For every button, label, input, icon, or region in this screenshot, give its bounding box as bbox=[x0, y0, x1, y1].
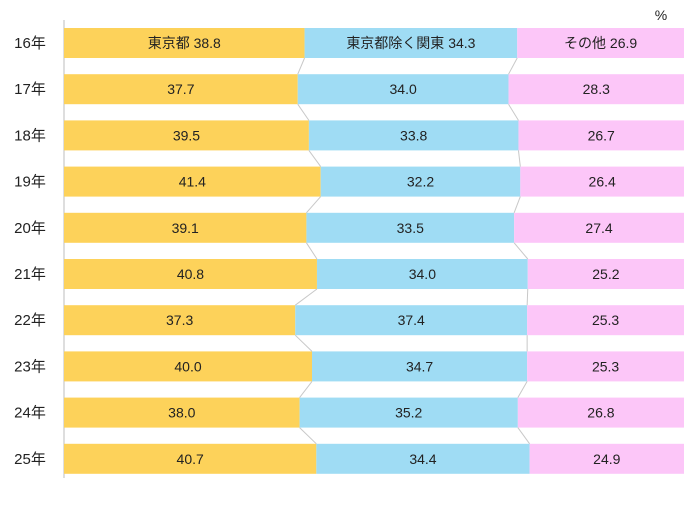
value-label-kanto-excl-tokyo-16: 東京都除く関東 34.3 bbox=[346, 35, 475, 51]
bar-segment-kanto-excl-tokyo-21 bbox=[316, 259, 528, 289]
series-line-19-2 bbox=[513, 196, 521, 213]
bar-segment-kanto-excl-tokyo-17 bbox=[297, 74, 509, 105]
series-line-16-2 bbox=[508, 57, 518, 75]
bar-segment-kanto-excl-tokyo-23 bbox=[312, 351, 528, 382]
value-label-tokyo-17: 37.7 bbox=[167, 81, 194, 97]
bar-segment-other-21 bbox=[527, 259, 684, 289]
category-label-18: 18年 bbox=[14, 127, 46, 144]
value-label-kanto-excl-tokyo-24: 35.2 bbox=[395, 405, 422, 421]
value-label-other-21: 25.2 bbox=[592, 266, 619, 282]
value-label-tokyo-20: 39.1 bbox=[172, 220, 199, 236]
value-label-kanto-excl-tokyo-19: 32.2 bbox=[407, 174, 434, 190]
value-label-kanto-excl-tokyo-21: 34.0 bbox=[409, 266, 436, 282]
category-label-17: 17年 bbox=[14, 81, 46, 98]
category-label-23: 23年 bbox=[14, 358, 46, 375]
bars-layer bbox=[64, 28, 684, 474]
value-label-other-18: 26.7 bbox=[588, 127, 615, 143]
value-label-kanto-excl-tokyo-20: 33.5 bbox=[397, 220, 424, 236]
bar-segment-kanto-excl-tokyo-25 bbox=[316, 443, 530, 474]
bar-segment-other-25 bbox=[529, 443, 684, 474]
category-label-25: 25年 bbox=[14, 451, 46, 468]
value-label-other-16: その他 26.9 bbox=[564, 35, 637, 51]
category-label-19: 19年 bbox=[14, 174, 46, 191]
series-line-21-2 bbox=[526, 288, 529, 306]
category-label-20: 20年 bbox=[14, 220, 46, 237]
series-line-17-1 bbox=[297, 103, 310, 121]
bar-segment-other-22 bbox=[527, 305, 684, 336]
series-line-18-1 bbox=[308, 150, 322, 167]
bar-segment-kanto-excl-tokyo-19 bbox=[320, 166, 521, 197]
value-label-other-25: 24.9 bbox=[593, 451, 620, 467]
series-line-24-1 bbox=[299, 427, 317, 445]
value-label-tokyo-22: 37.3 bbox=[166, 312, 193, 328]
series-line-22-1 bbox=[294, 334, 313, 352]
bar-segment-kanto-excl-tokyo-22 bbox=[295, 305, 528, 336]
bar-segment-other-20 bbox=[514, 212, 684, 243]
series-line-18-2 bbox=[517, 150, 521, 167]
category-label-16: 16年 bbox=[14, 35, 46, 52]
value-label-kanto-excl-tokyo-23: 34.7 bbox=[406, 358, 433, 374]
value-label-kanto-excl-tokyo-22: 37.4 bbox=[398, 312, 425, 328]
category-label-24: 24年 bbox=[14, 405, 46, 422]
value-label-other-20: 27.4 bbox=[585, 220, 612, 236]
bar-segment-tokyo-25 bbox=[64, 443, 317, 474]
value-label-kanto-excl-tokyo-25: 34.4 bbox=[409, 451, 436, 467]
category-label-22: 22年 bbox=[14, 312, 46, 329]
series-line-19-1 bbox=[306, 196, 322, 214]
value-label-tokyo-19: 41.4 bbox=[179, 174, 206, 190]
bar-segment-kanto-excl-tokyo-16 bbox=[304, 28, 518, 58]
bar-segment-tokyo-17 bbox=[64, 74, 298, 105]
bar-segment-kanto-excl-tokyo-24 bbox=[299, 397, 518, 428]
value-label-other-24: 26.8 bbox=[587, 405, 614, 421]
bar-segment-other-18 bbox=[518, 120, 684, 151]
series-line-23-1 bbox=[299, 381, 313, 398]
series-line-23-2 bbox=[517, 381, 528, 398]
series-line-16-1 bbox=[297, 57, 306, 75]
labels-layer: 東京都 38.8 東京都除く関東 34.3 その他 26.9 16年 37.7 34.0 2… bbox=[14, 35, 637, 468]
bar-segment-tokyo-16 bbox=[64, 28, 305, 58]
value-label-other-19: 26.4 bbox=[589, 174, 616, 190]
bar-segment-other-17 bbox=[508, 74, 684, 105]
bar-segment-other-24 bbox=[517, 397, 684, 428]
value-label-tokyo-21: 40.8 bbox=[177, 266, 204, 282]
bar-segment-other-19 bbox=[520, 166, 684, 197]
series-line-20-2 bbox=[513, 242, 529, 260]
value-label-tokyo-18: 39.5 bbox=[173, 127, 200, 143]
value-label-other-23: 25.3 bbox=[592, 358, 619, 374]
series-line-21-1 bbox=[294, 288, 318, 306]
bar-segment-other-16 bbox=[517, 28, 684, 58]
value-label-tokyo-23: 40.0 bbox=[174, 358, 201, 374]
series-line-17-2 bbox=[508, 103, 519, 121]
bar-segment-kanto-excl-tokyo-18 bbox=[308, 120, 519, 151]
bar-segment-kanto-excl-tokyo-20 bbox=[306, 212, 515, 243]
unit-label: % bbox=[655, 7, 667, 23]
bar-segment-other-23 bbox=[527, 351, 684, 382]
bar-segment-tokyo-22 bbox=[64, 305, 296, 336]
value-label-tokyo-24: 38.0 bbox=[168, 405, 195, 421]
bar-segment-tokyo-24 bbox=[64, 397, 300, 428]
bar-segment-tokyo-21 bbox=[64, 259, 317, 289]
value-label-other-17: 28.3 bbox=[583, 81, 610, 97]
bar-segment-tokyo-23 bbox=[64, 351, 312, 382]
value-label-tokyo-25: 40.7 bbox=[177, 451, 204, 467]
value-label-tokyo-16: 東京都 38.8 bbox=[148, 35, 221, 51]
bar-segment-tokyo-18 bbox=[64, 120, 309, 151]
bar-segment-tokyo-19 bbox=[64, 166, 321, 197]
series-line-20-1 bbox=[306, 242, 318, 260]
value-label-kanto-excl-tokyo-17: 34.0 bbox=[390, 81, 417, 97]
bar-segment-tokyo-20 bbox=[64, 212, 307, 243]
series-lines-layer bbox=[294, 57, 531, 445]
value-label-other-22: 25.3 bbox=[592, 312, 619, 328]
series-line-24-2 bbox=[517, 427, 531, 445]
value-label-kanto-excl-tokyo-18: 33.8 bbox=[400, 127, 427, 143]
category-label-21: 21年 bbox=[14, 266, 46, 283]
